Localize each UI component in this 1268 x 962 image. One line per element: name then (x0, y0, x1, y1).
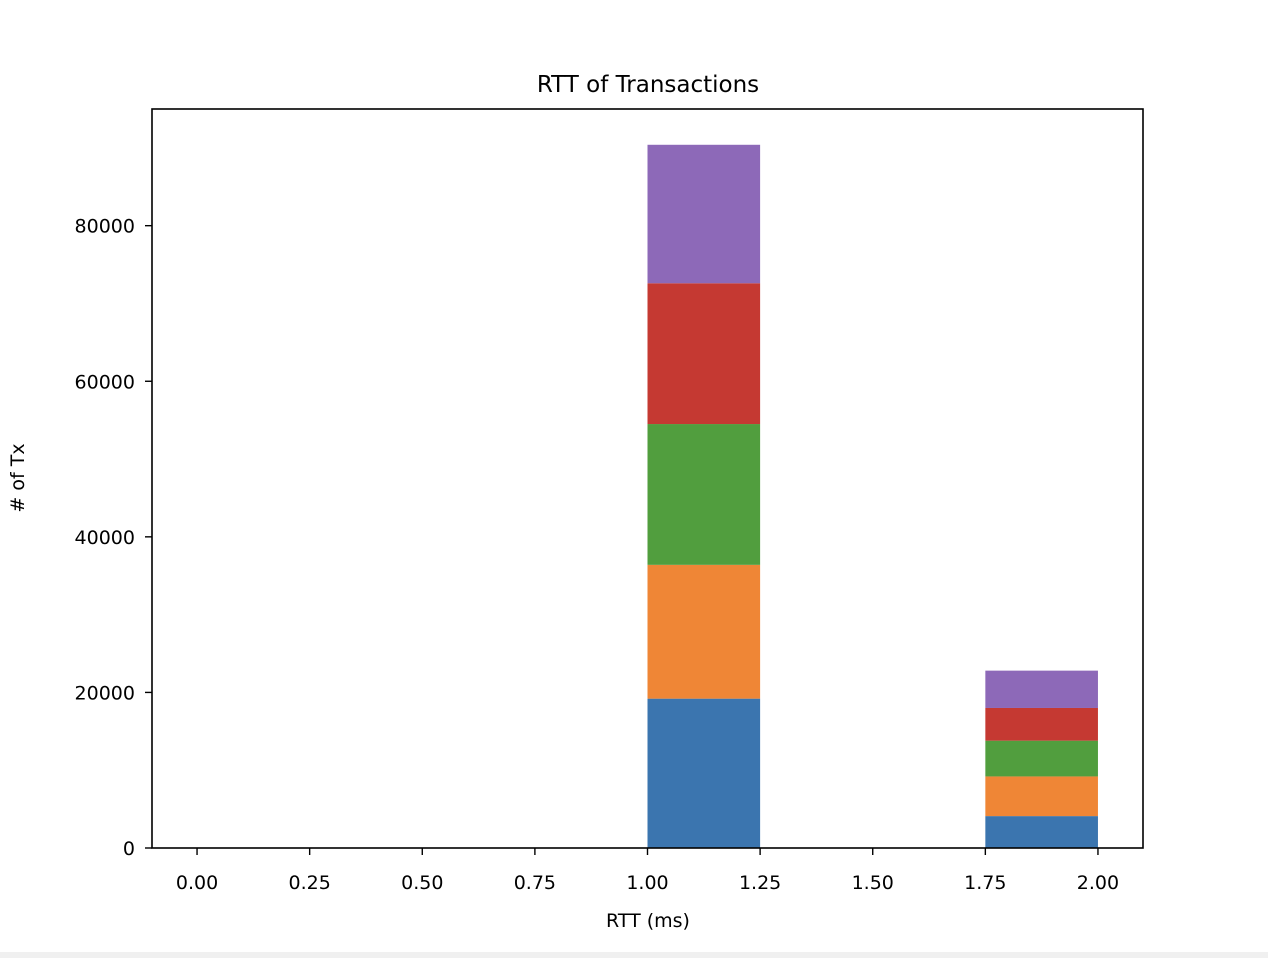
x-tick-label: 2.00 (1077, 872, 1119, 894)
bar-bin-1-series-3 (647, 424, 761, 565)
window-bottom-edge (0, 952, 1268, 958)
x-tick-label: 1.25 (739, 872, 781, 894)
x-axis-label: RTT (ms) (606, 910, 690, 932)
x-tick-label: 0.25 (289, 872, 331, 894)
bar-bin-1-series-1 (647, 698, 761, 848)
y-tick-label: 40000 (75, 527, 135, 549)
y-tick-label: 60000 (75, 371, 135, 393)
y-axis-label: # of Tx (7, 443, 29, 512)
bar-bin-2-series-2 (985, 776, 1098, 817)
bar-bin-2-series-3 (985, 740, 1098, 777)
bar-bin-1-series-2 (647, 564, 761, 699)
x-tick-label: 1.00 (626, 872, 668, 894)
x-tick-label: 1.75 (964, 872, 1006, 894)
x-tick-label: 0.75 (514, 872, 556, 894)
axes-layer: 0.00 0.25 0.50 0.75 1.00 1.25 1.50 1.75 2.00 0 200… (75, 108, 1144, 894)
bar-bin-2-series-1 (985, 816, 1098, 848)
bar-bin-2-series-5 (985, 670, 1098, 708)
bar-bin-1-series-5 (647, 144, 761, 284)
bar-bin-2-series-4 (985, 707, 1098, 741)
x-tick-label: 0.50 (401, 872, 443, 894)
y-tick-label: 20000 (75, 682, 135, 704)
x-tick-label: 1.50 (852, 872, 894, 894)
y-tick-label: 0 (123, 838, 135, 860)
x-tick-label: 0.00 (176, 872, 218, 894)
chart-title: RTT of Transactions (537, 72, 759, 98)
y-tick-label: 80000 (75, 216, 135, 238)
bars-layer (647, 144, 1098, 848)
bar-bin-1-series-4 (647, 283, 761, 425)
